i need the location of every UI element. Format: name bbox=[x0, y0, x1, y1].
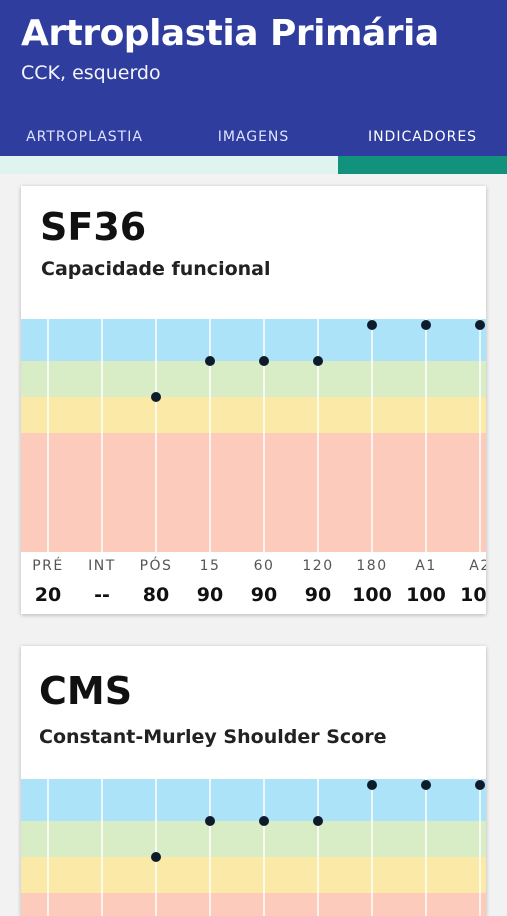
tab-imagens[interactable]: IMAGENS bbox=[217, 129, 290, 145]
page-subtitle: CCK, esquerdo bbox=[21, 62, 161, 84]
data-point-A2[interactable] bbox=[475, 780, 485, 790]
data-point-A1[interactable] bbox=[421, 320, 431, 330]
card-title: SF36 bbox=[40, 205, 147, 249]
card-subtitle: Constant-Murley Shoulder Score bbox=[39, 726, 387, 748]
data-point-180[interactable] bbox=[367, 320, 377, 330]
x-tick-label: 120 bbox=[302, 558, 334, 574]
tab-artroplastia[interactable]: ARTROPLASTIA bbox=[26, 129, 143, 145]
x-tick-label: INT bbox=[88, 558, 116, 574]
page-title: Artroplastia Primária bbox=[21, 13, 439, 54]
value-label: 80 bbox=[142, 584, 170, 606]
tab-bar: ARTROPLASTIA IMAGENS INDICADORES bbox=[0, 118, 507, 156]
cms-card[interactable]: CMS Constant-Murley Shoulder Score bbox=[21, 646, 486, 916]
value-label: 20 bbox=[34, 584, 62, 606]
data-point-15[interactable] bbox=[205, 816, 215, 826]
band-1 bbox=[21, 821, 486, 857]
card-title: CMS bbox=[39, 669, 133, 713]
sf36-chart bbox=[21, 319, 486, 552]
data-point-PÓS[interactable] bbox=[151, 852, 161, 862]
data-point-180[interactable] bbox=[367, 780, 377, 790]
app-bar: Artroplastia Primária CCK, esquerdo ARTR… bbox=[0, 0, 507, 156]
cms-chart bbox=[21, 779, 486, 916]
tab-indicadores[interactable]: INDICADORES bbox=[367, 129, 478, 145]
data-point-A1[interactable] bbox=[421, 780, 431, 790]
value-label: 90 bbox=[250, 584, 278, 606]
sf36-x-labels: PRÉ INT PÓS 15 60 120 180 A1 A2 bbox=[21, 558, 486, 578]
value-label: 90 bbox=[304, 584, 332, 606]
value-label: 90 bbox=[196, 584, 224, 606]
sf36-value-labels: 20 -- 80 90 90 90 100 100 100 bbox=[21, 584, 486, 610]
data-point-PÓS[interactable] bbox=[151, 392, 161, 402]
tab-indicator-active bbox=[338, 156, 507, 174]
band-3 bbox=[21, 433, 486, 552]
x-tick-label: PÓS bbox=[139, 558, 173, 574]
data-point-60[interactable] bbox=[259, 816, 269, 826]
x-tick-label: 15 bbox=[199, 558, 221, 574]
data-point-120[interactable] bbox=[313, 356, 323, 366]
tab-indicator-track bbox=[0, 156, 507, 174]
band-0 bbox=[21, 779, 486, 821]
sf36-card[interactable]: SF36 Capacidade funcional PRÉ INT PÓS 15 60 1… bbox=[21, 186, 486, 614]
value-label: 100 bbox=[406, 584, 446, 606]
card-subtitle: Capacidade funcional bbox=[41, 258, 271, 280]
band-1 bbox=[21, 361, 486, 397]
value-label: -- bbox=[94, 584, 110, 606]
value-label: 100 bbox=[352, 584, 392, 606]
x-tick-label: 180 bbox=[356, 558, 388, 574]
x-tick-label: A2 bbox=[469, 558, 486, 574]
data-point-120[interactable] bbox=[313, 816, 323, 826]
band-2 bbox=[21, 397, 486, 433]
band-2 bbox=[21, 857, 486, 893]
band-3 bbox=[21, 893, 486, 916]
band-0 bbox=[21, 319, 486, 361]
data-point-A2[interactable] bbox=[475, 320, 485, 330]
data-point-60[interactable] bbox=[259, 356, 269, 366]
value-label: 100 bbox=[460, 584, 486, 606]
x-tick-label: 60 bbox=[253, 558, 275, 574]
data-point-15[interactable] bbox=[205, 356, 215, 366]
x-tick-label: A1 bbox=[415, 558, 437, 574]
x-tick-label: PRÉ bbox=[32, 558, 64, 574]
